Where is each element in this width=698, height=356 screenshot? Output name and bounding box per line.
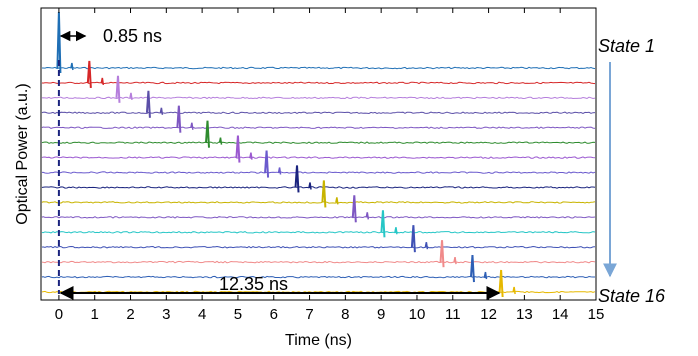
- trace-baseline: [41, 216, 596, 219]
- trace-echo: [277, 167, 282, 175]
- x-tick-label: 10: [409, 306, 426, 323]
- trace-pulse: [145, 90, 151, 118]
- trace-echo: [190, 122, 194, 130]
- trace-echo: [424, 242, 429, 250]
- trace-pulse: [351, 195, 357, 223]
- trace-pulse: [115, 75, 121, 103]
- x-tick-label: 5: [234, 306, 242, 323]
- x-tick-label: 12: [480, 306, 497, 323]
- trace-baseline: [41, 111, 596, 115]
- x-axis-title: Time (ns): [285, 332, 352, 349]
- span-annotation-label: 12.35 ns: [219, 274, 288, 294]
- trace-echo: [512, 286, 516, 295]
- x-tick-label: 14: [552, 306, 569, 323]
- trace-pulse: [205, 120, 210, 148]
- x-tick-label: 8: [341, 306, 349, 323]
- x-tick-label: 0: [55, 306, 63, 323]
- spacing-annotation-label: 0.85 ns: [103, 26, 162, 46]
- x-tick-label: 1: [91, 306, 99, 323]
- trace-echo: [249, 152, 253, 160]
- trace-pulse: [469, 254, 475, 283]
- x-tick-label: 3: [162, 306, 170, 323]
- trace-echo: [483, 271, 488, 280]
- trace-baseline: [41, 171, 596, 174]
- x-tick-label: 2: [126, 306, 134, 323]
- trace-pulse: [410, 225, 416, 253]
- trace-echo: [335, 197, 339, 205]
- x-tick-label: 13: [516, 306, 533, 323]
- plot-frame: [40, 7, 597, 301]
- trace-pulse: [86, 60, 92, 88]
- trace-baseline: [41, 186, 596, 189]
- trace-pulse: [264, 150, 270, 178]
- trace-echo: [365, 212, 370, 220]
- trace-pulse: [498, 269, 504, 298]
- trace-baseline: [41, 81, 596, 85]
- trace-baseline: [41, 260, 596, 264]
- trace-pulse: [294, 165, 300, 193]
- trace-baseline: [41, 126, 596, 129]
- trace-baseline: [41, 275, 595, 279]
- x-tick-label: 15: [588, 306, 605, 323]
- trace-baseline: [41, 96, 596, 100]
- trace-baseline: [41, 245, 596, 249]
- trace-echo: [159, 107, 164, 115]
- x-tick-label: 11: [445, 306, 461, 323]
- trace-baseline: [41, 141, 596, 144]
- x-tick-label: 6: [270, 306, 278, 323]
- trace-baseline: [41, 201, 596, 204]
- trace-echo: [453, 256, 457, 265]
- trace-echo: [394, 227, 398, 235]
- trace-echo: [129, 92, 133, 100]
- x-tick-label: 9: [377, 306, 385, 323]
- y-axis-title: Optical Power (a.u.): [14, 83, 31, 224]
- trace-baseline: [42, 66, 596, 70]
- state-1-label: State 1: [598, 36, 655, 56]
- x-tick-label: 4: [198, 306, 206, 323]
- trace-pulse: [235, 135, 241, 163]
- trace-pulse: [176, 105, 182, 133]
- trace-group: [41, 11, 596, 298]
- x-tick-label: 7: [305, 306, 313, 323]
- trace-pulse: [321, 180, 327, 208]
- trace-echo: [308, 182, 312, 190]
- trace-baseline: [41, 156, 596, 159]
- trace-echo: [70, 62, 74, 71]
- trace-baseline: [41, 231, 596, 234]
- state-16-label: State 16: [598, 286, 666, 306]
- trace-pulse: [439, 240, 445, 268]
- trace-echo: [100, 77, 105, 86]
- x-axis-ticks: 0 1 2 3 4 5 6 7 8 9 10 11 12 13 14 15: [55, 8, 605, 323]
- annotation-group: [57, 30, 617, 300]
- trace-echo: [218, 137, 223, 145]
- trace-pulse: [380, 210, 386, 238]
